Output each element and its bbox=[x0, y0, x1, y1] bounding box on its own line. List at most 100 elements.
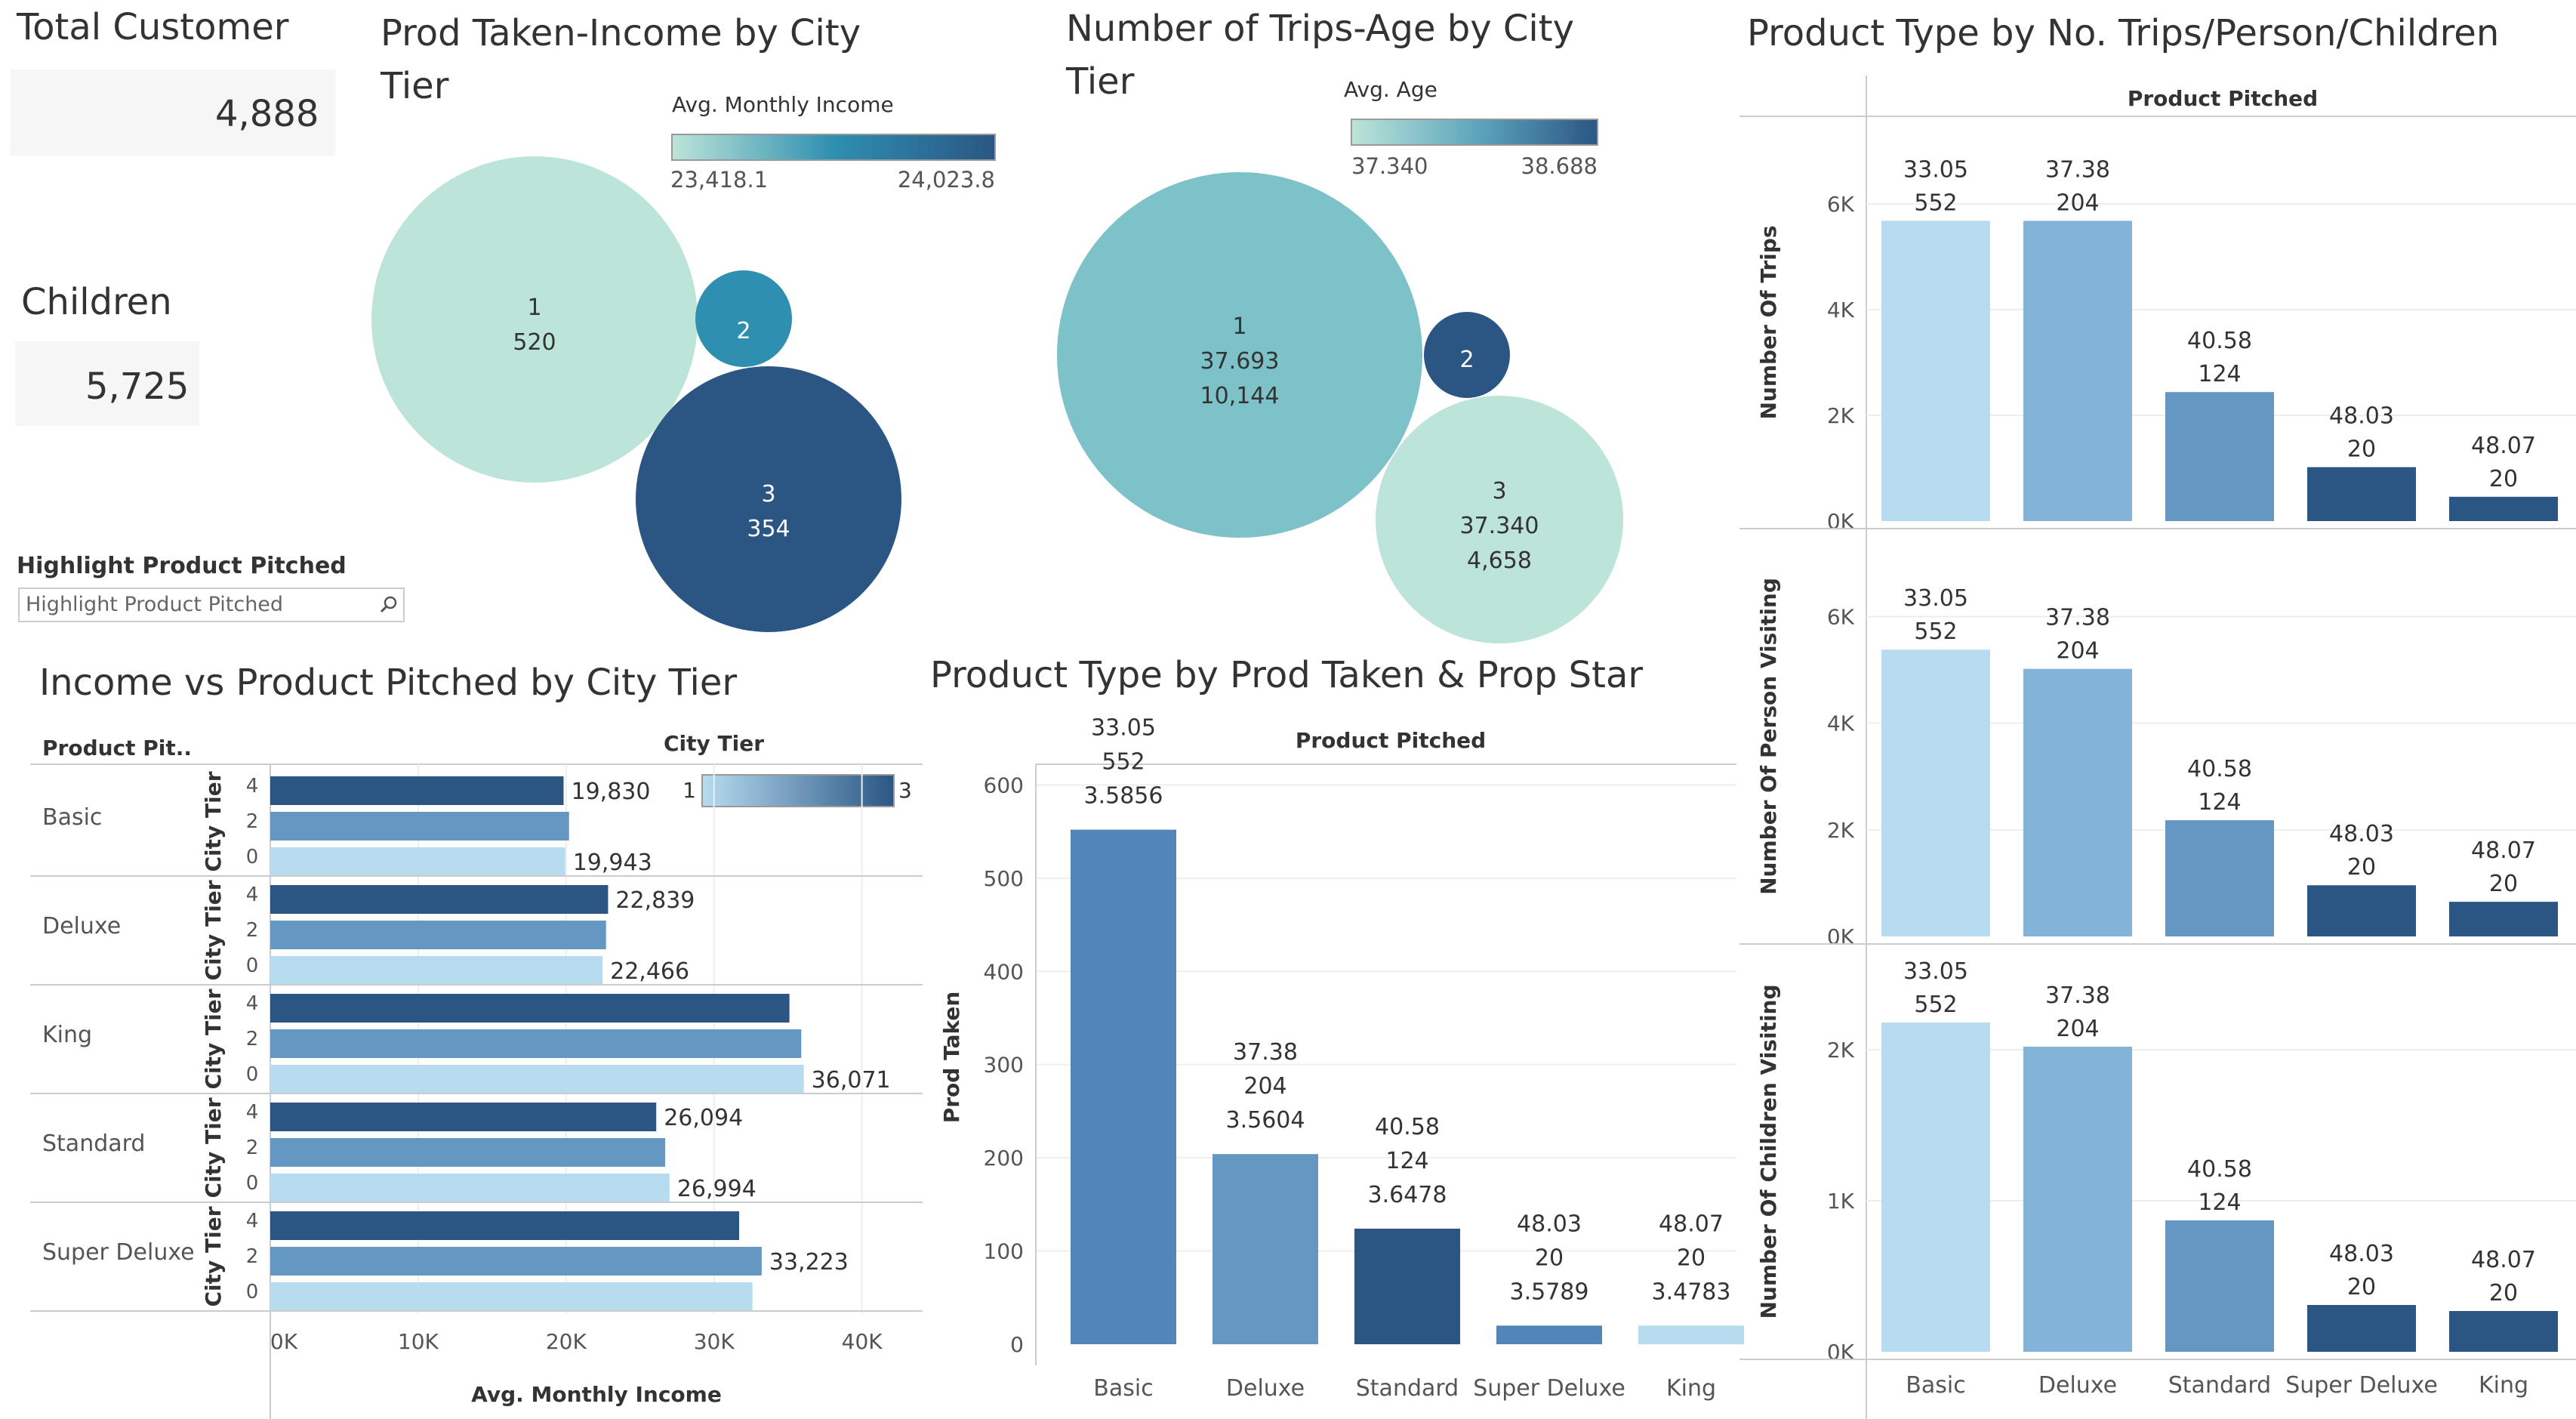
income-legend-title: Avg. Monthly Income bbox=[672, 92, 894, 117]
trips-panel-bar-label: 20 bbox=[2347, 1274, 2376, 1300]
income-bar-value-label: 22,466 bbox=[610, 958, 689, 985]
highlight-filter-label: Highlight Product Pitched bbox=[17, 553, 347, 579]
panel-y-axis-title: Number Of Trips bbox=[1756, 225, 1781, 419]
trips-panel-bar-label: 552 bbox=[1914, 992, 1957, 1018]
y-tick-label: 100 bbox=[984, 1239, 1024, 1264]
x-tick-label: 30K bbox=[694, 1329, 735, 1354]
prod-taken-bar-label: 124 bbox=[1385, 1148, 1428, 1174]
tier-legend-gradient bbox=[701, 774, 895, 807]
total-customer-value: 4,888 bbox=[215, 93, 319, 135]
search-icon bbox=[380, 596, 397, 613]
income-bar-super-deluxe-tier-3 bbox=[270, 1211, 740, 1240]
trips-panel-bar-label: 48.03 bbox=[2329, 821, 2394, 847]
prod-taken-category-label: Standard bbox=[1356, 1375, 1459, 1402]
prod-taken-bar-basic bbox=[1071, 829, 1176, 1344]
income-bubble-tier-2 bbox=[695, 270, 792, 367]
age-bubble-trips-label: 4,658 bbox=[1467, 548, 1532, 574]
trips-panel-bar-label: 20 bbox=[2489, 871, 2518, 897]
trips-panel-bar-label: 204 bbox=[2056, 1016, 2099, 1042]
age-legend-gradient bbox=[1351, 119, 1598, 146]
income-bar-value-label: 26,094 bbox=[664, 1105, 743, 1131]
trips-age-title-2: Tier bbox=[1066, 60, 1135, 103]
trips-panel-bar-label: 124 bbox=[2198, 361, 2241, 387]
prod-taken-category-label: King bbox=[1666, 1375, 1716, 1402]
tier-tick: 2 bbox=[246, 1245, 259, 1268]
y-tick-label: 600 bbox=[984, 773, 1024, 797]
y-tick-label: 200 bbox=[984, 1146, 1024, 1171]
age-bubble-age-label: 37.693 bbox=[1200, 348, 1280, 375]
age-bubble-tier-2 bbox=[1424, 312, 1510, 398]
income-bar-standard-tier-2 bbox=[270, 1138, 666, 1167]
prod-income-title-1: Prod Taken-Income by City bbox=[381, 12, 861, 54]
tier-tick: 2 bbox=[246, 1137, 259, 1159]
age-bubble-tier-1 bbox=[1057, 172, 1422, 538]
trips-panel-bar-label: 204 bbox=[2056, 638, 2099, 665]
income-legend-min: 23,418.1 bbox=[670, 167, 768, 193]
trips-panel-bar-label: 48.07 bbox=[2471, 838, 2536, 864]
prod-taken-bar-label: 204 bbox=[1243, 1073, 1286, 1100]
trips-panel-bar-label: 48.03 bbox=[2329, 403, 2394, 430]
age-bubble-trips-label: 10,144 bbox=[1200, 383, 1280, 409]
income-bar-super-deluxe-tier-2 bbox=[270, 1247, 762, 1276]
children-title: Children bbox=[21, 281, 172, 323]
panel-y-tick: 0K bbox=[1827, 924, 1855, 949]
trips-age-title-1: Number of Trips-Age by City bbox=[1066, 8, 1574, 50]
income-bubble-tier-3 bbox=[636, 366, 901, 632]
trips-panel-bar-king bbox=[2449, 902, 2558, 936]
prod-taken-category-label: Basic bbox=[1093, 1375, 1153, 1402]
income-bar-king-tier-2 bbox=[270, 1029, 802, 1058]
trips-panel-bar-label: 37.38 bbox=[2045, 156, 2110, 183]
age-bubble-tier-label: 3 bbox=[1492, 478, 1506, 504]
income-bubble-tier-label: 3 bbox=[761, 481, 775, 507]
trips-panel-bar-label: 33.05 bbox=[1903, 585, 1968, 612]
income-bubble-tier-label: 2 bbox=[736, 318, 750, 344]
trips-panel-bar-super-deluxe bbox=[2307, 467, 2416, 521]
prod-taken-category-label: Deluxe bbox=[1226, 1375, 1305, 1402]
panel-y-tick: 6K bbox=[1827, 192, 1855, 217]
trips-panel-bar-king bbox=[2449, 1311, 2558, 1352]
trips-panel-bar-label: 40.58 bbox=[2187, 756, 2252, 782]
prod-taken-bar-super-deluxe bbox=[1496, 1325, 1602, 1344]
income-bar-value-label: 36,071 bbox=[812, 1067, 891, 1094]
trips-panel-bar-label: 204 bbox=[2056, 190, 2099, 216]
prod-taken-bar-king bbox=[1638, 1325, 1744, 1344]
x-tick-label: 40K bbox=[842, 1329, 883, 1354]
income-bar-king-tier-1 bbox=[270, 1065, 804, 1094]
income-vs-product-title: Income vs Product Pitched by City Tier bbox=[39, 662, 738, 704]
income-bar-value-label: 19,943 bbox=[573, 850, 652, 876]
prod-taken-bar-label: 37.38 bbox=[1233, 1039, 1298, 1066]
panel-y-tick: 1K bbox=[1827, 1189, 1855, 1214]
income-bar-basic-tier-3 bbox=[270, 776, 564, 805]
trips-panel-bar-label: 124 bbox=[2198, 789, 2241, 816]
x-tick-label: 10K bbox=[398, 1329, 439, 1354]
trips-panel-bar-label: 48.07 bbox=[2471, 433, 2536, 459]
trips-panel-bar-super-deluxe bbox=[2307, 1305, 2416, 1352]
prod-taken-bar-label: 3.5604 bbox=[1226, 1107, 1305, 1134]
city-tier-axis-label: City Tier bbox=[201, 880, 226, 980]
prod-taken-bar-label: 552 bbox=[1102, 749, 1145, 776]
income-bar-standard-tier-1 bbox=[270, 1174, 670, 1202]
trips-panel-bar-label: 20 bbox=[2347, 854, 2376, 881]
income-bar-value-label: 33,223 bbox=[769, 1249, 849, 1276]
trips-panel-bar-label: 124 bbox=[2198, 1189, 2241, 1216]
income-bar-super-deluxe-tier-1 bbox=[270, 1282, 753, 1311]
income-bubble-value-label: 520 bbox=[513, 329, 556, 356]
panel-y-tick: 2K bbox=[1827, 403, 1855, 428]
trips-panel-bar-basic bbox=[1881, 1023, 1990, 1352]
income-bar-standard-tier-3 bbox=[270, 1103, 657, 1131]
tier-tick: 0 bbox=[246, 1281, 259, 1303]
highlight-search-input[interactable]: Highlight Product Pitched bbox=[18, 588, 405, 622]
panel-y-tick: 4K bbox=[1827, 711, 1855, 736]
x-tick-label: 0K bbox=[270, 1329, 298, 1354]
tier-tick: 0 bbox=[246, 1063, 259, 1086]
age-legend-min: 37.340 bbox=[1351, 153, 1428, 179]
income-bar-value-label: 19,830 bbox=[571, 779, 650, 805]
prod-taken-bar-label: 3.6478 bbox=[1368, 1182, 1447, 1208]
prod-taken-bar-standard bbox=[1354, 1228, 1460, 1344]
prod-taken-bar-label: 3.5789 bbox=[1510, 1279, 1589, 1305]
trips-panel-category-label: Super Deluxe bbox=[2285, 1372, 2438, 1399]
income-bar-value-label: 22,839 bbox=[615, 887, 695, 914]
trips-panel-bar-basic bbox=[1881, 649, 1990, 936]
trips-panel-bar-label: 20 bbox=[2489, 466, 2518, 492]
